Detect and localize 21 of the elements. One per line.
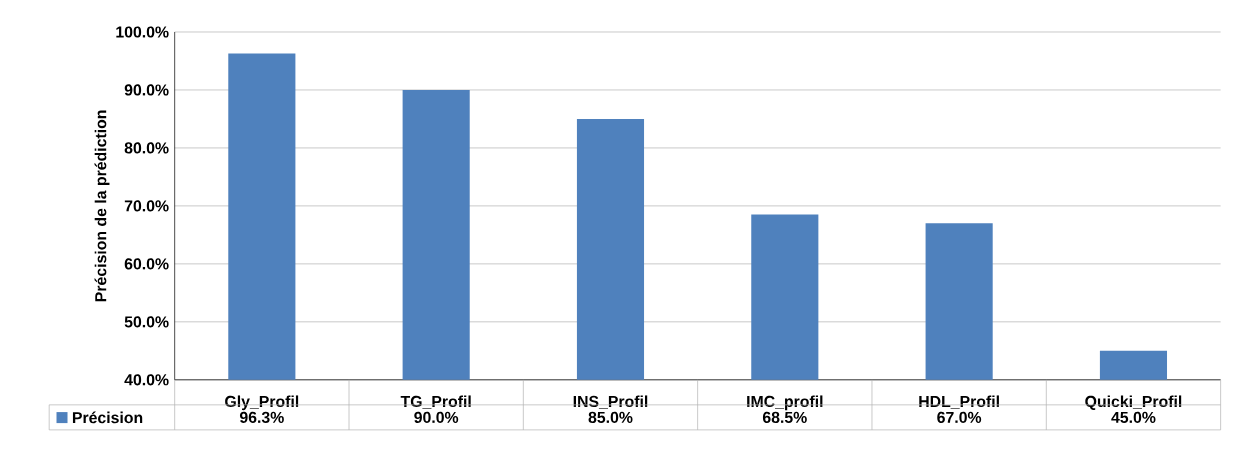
- x-tick-label: TG_Profil: [400, 395, 471, 409]
- legend-label: Précision: [72, 411, 143, 424]
- data-label: 45.0%: [1111, 411, 1156, 424]
- data-label: 96.3%: [239, 411, 284, 424]
- y-tick-label: 50.0%: [124, 316, 169, 328]
- y-tick-label: 100.0%: [116, 26, 169, 38]
- data-label: 85.0%: [588, 411, 633, 424]
- y-axis-title: Précision de la prédiction: [94, 110, 110, 302]
- y-tick-label: 40.0%: [124, 374, 169, 386]
- y-tick-label: 60.0%: [124, 258, 169, 270]
- data-label: 68.5%: [762, 411, 807, 424]
- y-tick-label: 70.0%: [124, 200, 169, 212]
- y-tick-label: 90.0%: [124, 84, 169, 96]
- x-tick-label: INS_Profil: [573, 395, 648, 409]
- data-label: 90.0%: [414, 411, 459, 424]
- x-tick-label: Gly_Profil: [225, 395, 299, 411]
- x-tick-label: Quicki_Profil: [1085, 395, 1182, 411]
- data-label: 67.0%: [937, 411, 982, 424]
- x-tick-label: IMC_profil: [747, 395, 823, 411]
- y-tick-label: 80.0%: [124, 142, 169, 154]
- x-tick-label: HDL_Profil: [919, 395, 999, 409]
